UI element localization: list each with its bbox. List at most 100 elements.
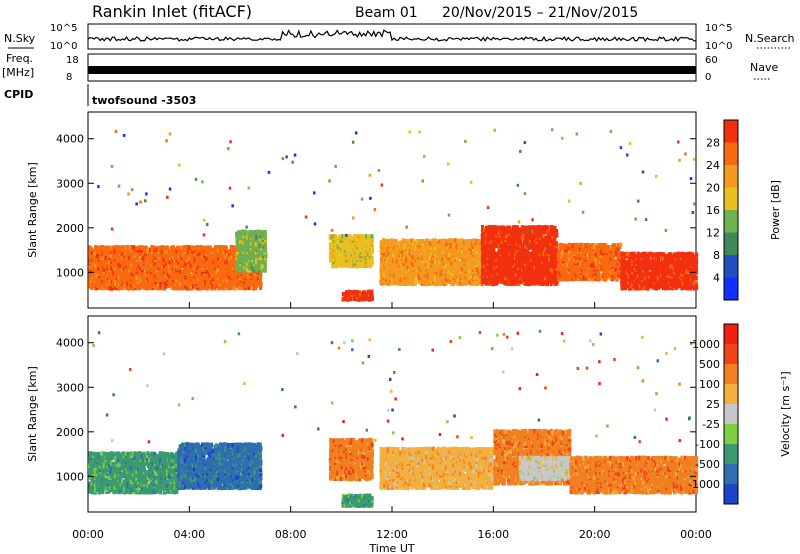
power-cell	[263, 245, 267, 250]
power-cell	[485, 263, 489, 268]
power-cell	[117, 275, 121, 280]
power-cell	[158, 277, 163, 283]
power-cell	[260, 240, 264, 245]
power-cell	[363, 244, 367, 249]
power-cell	[255, 267, 259, 273]
power-cell	[224, 271, 228, 277]
power-cell	[99, 277, 103, 282]
power-cell	[117, 286, 121, 291]
power-cell	[219, 278, 223, 283]
power-cell	[483, 265, 487, 271]
power-cell	[394, 250, 398, 256]
power-cell	[453, 238, 457, 243]
power-cell	[131, 269, 136, 275]
power-cell	[490, 255, 494, 261]
power-cell	[459, 245, 463, 250]
power-cell	[410, 281, 414, 287]
power-cell	[210, 280, 214, 285]
power-cell	[338, 259, 342, 264]
power-cell	[428, 255, 432, 260]
power-cell	[386, 239, 391, 244]
power-cell	[405, 258, 409, 264]
power-cell	[213, 251, 217, 256]
power-cell	[455, 252, 459, 258]
power-cell	[401, 249, 405, 254]
power-cell	[455, 262, 459, 268]
power-cell	[254, 249, 258, 255]
power-cell	[410, 269, 414, 274]
power-cell	[253, 238, 257, 243]
power-cell	[224, 265, 228, 271]
power-cell	[390, 255, 394, 260]
power-cell	[160, 267, 164, 272]
power-cell	[197, 245, 201, 250]
power-cell	[202, 257, 206, 263]
power-cell	[500, 252, 504, 258]
power-cell	[108, 271, 112, 277]
power-cell	[263, 235, 267, 241]
power-cell	[97, 285, 101, 290]
power-cell	[468, 258, 472, 264]
power-cell	[158, 274, 163, 279]
power-cell	[475, 275, 479, 280]
power-cell	[482, 271, 486, 276]
power-cell	[135, 261, 139, 267]
power-cell	[455, 275, 459, 281]
power-band	[328, 233, 374, 269]
power-cell	[108, 263, 112, 269]
power-cell	[363, 234, 367, 239]
power-cell	[481, 224, 485, 230]
power-cell	[502, 263, 506, 268]
power-cell	[448, 263, 452, 268]
power-cell	[245, 266, 249, 271]
power-cell	[441, 238, 445, 244]
power-cell	[108, 279, 112, 285]
power-cell	[238, 235, 242, 241]
power-cell	[131, 283, 135, 288]
power-cell	[257, 273, 261, 279]
power-cell	[397, 254, 402, 260]
power-band	[379, 238, 483, 287]
power-cell	[403, 255, 407, 260]
power-cell	[157, 282, 161, 287]
freq-label: Freq.	[6, 52, 33, 65]
power-cell	[399, 271, 403, 276]
power-cell	[370, 248, 374, 253]
power-cell	[171, 280, 175, 285]
power-cell	[95, 273, 99, 279]
power-cell	[94, 244, 98, 250]
power-cell	[473, 269, 477, 274]
power-cell	[153, 251, 157, 257]
power-cell	[412, 250, 416, 255]
power-cell	[433, 238, 437, 243]
power-cell	[244, 255, 248, 261]
power-cell	[222, 245, 226, 250]
power-cell	[383, 271, 387, 276]
power-cell	[204, 265, 208, 271]
power-cell	[492, 249, 496, 254]
power-cell	[104, 245, 108, 250]
power-cell	[109, 261, 113, 267]
power-cell	[100, 261, 104, 267]
power-cell	[162, 269, 166, 274]
power-cell	[479, 261, 483, 266]
power-cell	[118, 245, 123, 250]
power-cell	[243, 267, 248, 273]
power-cell	[491, 227, 495, 232]
power-cell	[122, 272, 126, 277]
power-cell	[446, 265, 450, 270]
power-cell	[137, 272, 141, 277]
power-cell	[231, 283, 235, 289]
power-cell	[346, 292, 350, 298]
power-cell	[257, 282, 261, 287]
power-cell	[353, 248, 357, 253]
power-cell	[220, 265, 224, 270]
power-cell	[486, 225, 490, 231]
power-cell	[392, 252, 396, 258]
power-cell	[388, 275, 392, 280]
power-cell	[142, 253, 146, 258]
power-cell	[195, 265, 199, 271]
power-cell	[117, 267, 121, 273]
power-cell	[395, 274, 399, 280]
power-cell	[385, 249, 389, 254]
